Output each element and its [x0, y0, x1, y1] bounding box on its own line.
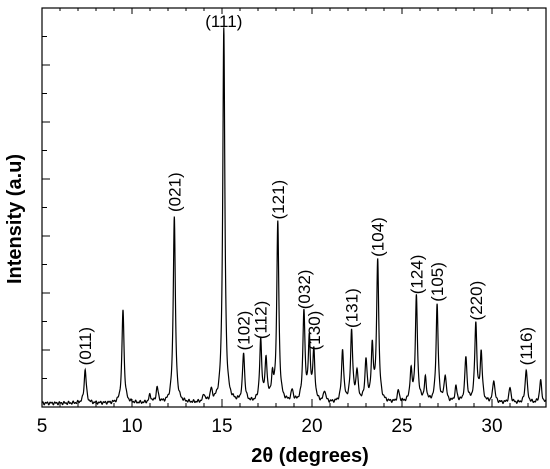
y-axis-ticks — [42, 36, 50, 379]
peak-label: (131) — [343, 288, 362, 328]
peak-labels: (011) (021) (111) (102)(112) (121) (032)(130)… — [76, 12, 536, 365]
plot-frame — [41, 7, 547, 408]
peak-label: (220) — [467, 281, 486, 321]
peak-label: (032) — [295, 270, 314, 310]
x-tick-label: 15 — [211, 416, 232, 437]
peak-label: (112) — [252, 301, 271, 339]
x-tick-label: 25 — [391, 416, 412, 437]
x-tick-label: 5 — [37, 416, 48, 437]
peak-label: (011) — [76, 327, 95, 365]
peak-label: (116) — [517, 327, 536, 365]
x-axis-ticks — [41, 8, 547, 407]
peak-label: (130) — [305, 311, 324, 351]
x-tick-label: 10 — [121, 416, 142, 437]
peak-label: (021) — [165, 172, 184, 212]
peak-label: (124) — [407, 255, 426, 295]
x-axis-title: 2θ (degrees) — [251, 445, 369, 467]
peak-label: (105) — [428, 262, 447, 302]
peak-label: (121) — [269, 180, 288, 220]
plot-border — [41, 7, 547, 408]
peak-label: (102) — [235, 311, 254, 351]
diffraction-pattern-line — [41, 27, 547, 406]
x-tick-label: 20 — [301, 416, 322, 437]
x-axis-tick-labels: 5 10 15 20 25 30 — [37, 416, 503, 437]
peak-label: (111) — [205, 12, 242, 31]
y-axis-title: Intensity (a.u) — [4, 154, 26, 284]
x-tick-label: 30 — [481, 416, 502, 437]
peak-label: (104) — [369, 217, 388, 257]
